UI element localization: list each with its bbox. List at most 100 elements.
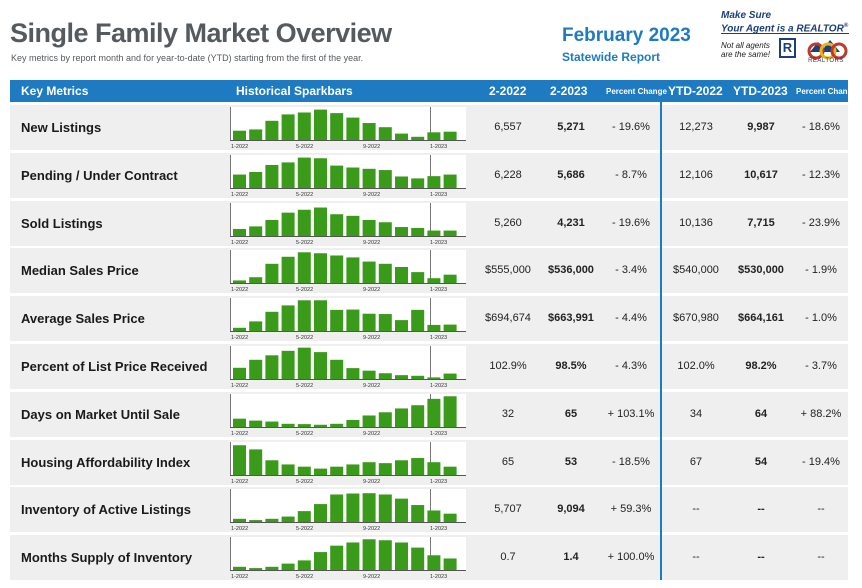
sparkbar [346, 542, 360, 571]
value-ytd-cur: $664,161 [738, 312, 784, 325]
col-ytd-pct: Percent Change [796, 87, 857, 96]
value-prev: 6,228 [494, 168, 522, 181]
sparkbar-tick-label: 1-2022 [231, 144, 248, 149]
sparkbar-chart: 1-2022 5-2022 9-2022 1-2023 [230, 346, 466, 388]
sparkbar-tick-label: 5-2022 [296, 383, 313, 388]
sparkbar [249, 171, 263, 188]
sparkbar [233, 228, 246, 236]
col-ytd-cur: YTD-2023 [733, 84, 788, 98]
sparkbar-tick-label: 1-2023 [430, 383, 447, 388]
value-pct-change: + 59.3% [610, 503, 652, 516]
report-month: February 2023 [562, 25, 691, 46]
sparkbar-tick-label: 1-2022 [231, 526, 248, 531]
value-pct-change: - 19.6% [612, 121, 650, 133]
metric-label: Housing Affordability Index [21, 454, 191, 470]
sparkbar [265, 120, 279, 140]
sparkbar [249, 520, 263, 523]
sparkbar [249, 420, 263, 427]
value-cur: 65 [564, 407, 578, 420]
table-row: Average Sales Price $694,674 $663,991 - 4.4… [10, 296, 848, 342]
sparkbar [249, 448, 263, 475]
value-prev: $694,674 [485, 312, 531, 325]
sparkbar [249, 129, 263, 140]
sparkbar [411, 505, 425, 523]
sparkbar [395, 267, 408, 284]
sparkbar-tick-label: 9-2022 [363, 144, 380, 149]
metric-label: Days on Market Until Sale [21, 406, 180, 422]
value-ytd-pct-change: - 3.7% [805, 360, 837, 372]
value-pct-change: - 4.3% [615, 360, 647, 372]
sparkbar [297, 112, 311, 140]
sparkbar [330, 165, 344, 188]
value-pct-change: + 100.0% [607, 551, 655, 564]
sparkbar [395, 176, 408, 188]
metric-label: Inventory of Active Listings [21, 502, 191, 518]
sparkbar [443, 131, 457, 140]
sparkbar-tick-label: 1-2023 [430, 431, 447, 436]
sparkbar [346, 419, 360, 427]
sparkbar [330, 255, 344, 284]
col-cur: 2-2023 [550, 84, 588, 98]
value-ytd-pct-change: - 1.0% [805, 312, 837, 325]
sparkbar [378, 373, 392, 379]
col-key-metrics: Key Metrics [21, 84, 89, 98]
sparkbar [281, 162, 295, 188]
value-cur: 53 [564, 455, 578, 468]
sparkbar-chart: 1-2022 5-2022 9-2022 1-2023 [230, 250, 466, 292]
sparkbar [362, 415, 376, 427]
sparkbar-tick-label: 5-2022 [296, 526, 313, 531]
value-cur: $663,991 [548, 312, 594, 325]
table-row: Pending / Under Contract 6,228 5,686 - 8.7%… [10, 152, 848, 198]
value-ytd-prev: 67 [689, 455, 703, 468]
value-prev: 102.9% [489, 360, 527, 372]
sparkbar-tick-label: 9-2022 [363, 335, 380, 340]
table-row: Median Sales Price $555,000 $536,000 - 3.4%… [10, 248, 848, 294]
sparkbar [411, 178, 425, 188]
sparkbar [265, 421, 279, 427]
sparkbar [265, 264, 279, 284]
value-cur: 5,271 [557, 121, 585, 133]
sparkbar [330, 113, 344, 140]
sparkbar [330, 545, 344, 571]
sparkbar [330, 213, 344, 236]
sparkbar [362, 219, 376, 236]
sparkbar [330, 310, 344, 332]
sparkbar [265, 566, 279, 571]
sparkbar [233, 418, 246, 427]
table-row: Months Supply of Inventory 0.7 1.4 + 100.0%… [10, 535, 848, 581]
tagline-line-2: Your Agent is a REALTOR [721, 23, 844, 35]
sparkbar-tick-label: 1-2023 [430, 479, 447, 484]
value-pct-change: - 18.5% [612, 455, 650, 468]
sparkbar-tick-label: 5-2022 [296, 335, 313, 340]
sparkbar-chart: 1-2022 5-2022 9-2022 1-2023 [230, 298, 466, 340]
value-ytd-prev: 12,106 [679, 168, 713, 181]
sparkbar [427, 510, 441, 523]
sparkbar [233, 327, 246, 332]
sparkbar [314, 552, 327, 571]
sparkbar-chart: 1-2022 5-2022 9-2022 1-2023 [230, 202, 466, 245]
sparkbar-chart: 1-2022 5-2022 9-2022 1-2023 [230, 441, 466, 484]
sparkbar-tick-label: 9-2022 [363, 574, 380, 579]
value-ytd-prev: 34 [689, 407, 703, 420]
value-cur: 4,231 [557, 216, 585, 229]
sparkbar [427, 377, 441, 379]
page-subtitle: Key metrics by report month and for year… [11, 53, 364, 63]
sparkbar-tick-label: 5-2022 [296, 574, 313, 579]
sparkbar [265, 219, 279, 236]
sparkbar [346, 309, 360, 332]
sparkbar [346, 117, 360, 140]
sparkbar [395, 542, 408, 571]
sparkbar [346, 257, 360, 284]
sparkbar-tick-label: 1-2022 [231, 192, 248, 197]
sparkbar [314, 424, 327, 427]
sparkbar [378, 264, 392, 284]
sparkbar [281, 114, 295, 140]
disclaimer-line-1: Not all agents [721, 41, 770, 50]
value-pct-change: - 3.4% [615, 264, 647, 277]
sparkbar [411, 272, 425, 284]
sparkbar-tick-label: 5-2022 [296, 479, 313, 484]
sparkbar [362, 261, 376, 284]
value-prev: 5,707 [494, 503, 522, 516]
sparkbar [427, 132, 441, 140]
sparkbar-tick-label: 1-2023 [430, 240, 447, 245]
